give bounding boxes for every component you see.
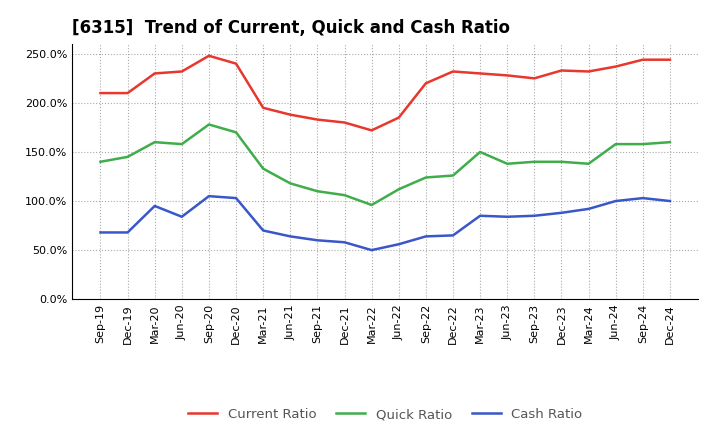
Current Ratio: [204, 53, 213, 59]
Current Ratio: [476, 71, 485, 76]
Cash Ratio: [313, 238, 322, 243]
Quick Ratio: [665, 139, 674, 145]
Current Ratio: [584, 69, 593, 74]
Current Ratio: [639, 57, 647, 62]
Cash Ratio: [557, 210, 566, 216]
Cash Ratio: [421, 234, 430, 239]
Quick Ratio: [367, 202, 376, 208]
Cash Ratio: [259, 228, 268, 233]
Current Ratio: [449, 69, 457, 74]
Current Ratio: [367, 128, 376, 133]
Cash Ratio: [530, 213, 539, 218]
Quick Ratio: [341, 193, 349, 198]
Quick Ratio: [476, 149, 485, 154]
Cash Ratio: [395, 242, 403, 247]
Current Ratio: [395, 115, 403, 120]
Cash Ratio: [476, 213, 485, 218]
Current Ratio: [341, 120, 349, 125]
Cash Ratio: [611, 198, 620, 204]
Current Ratio: [123, 91, 132, 96]
Quick Ratio: [286, 181, 294, 186]
Cash Ratio: [639, 195, 647, 201]
Quick Ratio: [204, 122, 213, 127]
Current Ratio: [232, 61, 240, 66]
Current Ratio: [611, 64, 620, 69]
Line: Quick Ratio: Quick Ratio: [101, 125, 670, 205]
Line: Current Ratio: Current Ratio: [101, 56, 670, 130]
Current Ratio: [96, 91, 105, 96]
Quick Ratio: [313, 189, 322, 194]
Cash Ratio: [367, 247, 376, 253]
Line: Cash Ratio: Cash Ratio: [101, 196, 670, 250]
Quick Ratio: [584, 161, 593, 166]
Quick Ratio: [449, 173, 457, 178]
Quick Ratio: [96, 159, 105, 165]
Current Ratio: [313, 117, 322, 122]
Quick Ratio: [123, 154, 132, 160]
Quick Ratio: [503, 161, 511, 166]
Quick Ratio: [639, 142, 647, 147]
Quick Ratio: [530, 159, 539, 165]
Current Ratio: [178, 69, 186, 74]
Cash Ratio: [286, 234, 294, 239]
Text: [6315]  Trend of Current, Quick and Cash Ratio: [6315] Trend of Current, Quick and Cash …: [72, 19, 510, 37]
Current Ratio: [421, 81, 430, 86]
Cash Ratio: [341, 240, 349, 245]
Cash Ratio: [584, 206, 593, 212]
Legend: Current Ratio, Quick Ratio, Cash Ratio: Current Ratio, Quick Ratio, Cash Ratio: [183, 403, 588, 426]
Quick Ratio: [150, 139, 159, 145]
Quick Ratio: [259, 166, 268, 171]
Cash Ratio: [232, 195, 240, 201]
Cash Ratio: [449, 233, 457, 238]
Quick Ratio: [611, 142, 620, 147]
Cash Ratio: [150, 203, 159, 209]
Cash Ratio: [503, 214, 511, 220]
Quick Ratio: [178, 142, 186, 147]
Quick Ratio: [421, 175, 430, 180]
Current Ratio: [286, 112, 294, 117]
Current Ratio: [259, 105, 268, 110]
Quick Ratio: [557, 159, 566, 165]
Quick Ratio: [395, 187, 403, 192]
Cash Ratio: [123, 230, 132, 235]
Quick Ratio: [232, 130, 240, 135]
Current Ratio: [530, 76, 539, 81]
Cash Ratio: [178, 214, 186, 220]
Current Ratio: [665, 57, 674, 62]
Cash Ratio: [204, 194, 213, 199]
Current Ratio: [557, 68, 566, 73]
Cash Ratio: [96, 230, 105, 235]
Current Ratio: [150, 71, 159, 76]
Cash Ratio: [665, 198, 674, 204]
Current Ratio: [503, 73, 511, 78]
